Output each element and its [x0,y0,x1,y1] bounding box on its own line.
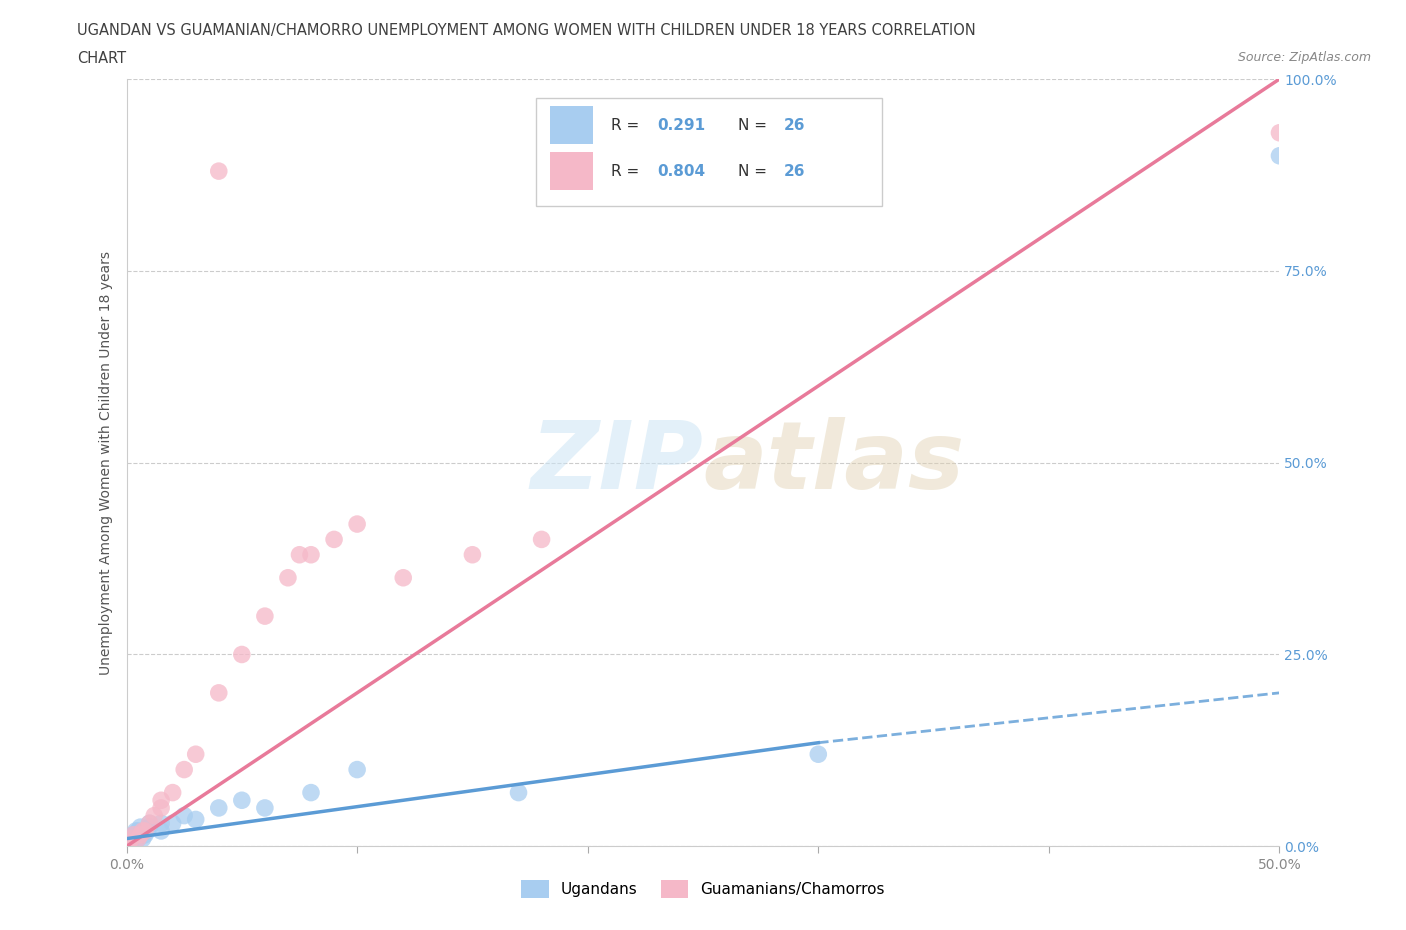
Point [208,164,231,179]
Point [150,816,173,830]
Point [392,570,415,585]
Point [299,547,322,562]
Text: R =: R = [610,164,644,179]
Point [122,828,145,843]
Point [208,685,231,700]
Point [136,824,159,839]
Point [115,839,138,854]
Point [115,839,138,854]
Point [127,824,149,839]
Point [134,828,156,843]
Point [120,831,142,846]
Text: N =: N = [738,164,772,179]
Point [138,816,160,830]
Text: N =: N = [738,117,772,133]
Bar [550,106,593,144]
Point [122,828,145,843]
Point [118,835,141,850]
Text: 0.804: 0.804 [657,164,704,179]
Text: 0.291: 0.291 [657,117,704,133]
Point [131,824,153,839]
Point [346,763,368,777]
Point [118,831,141,846]
Point [323,532,346,547]
Point [115,835,138,850]
Point [150,801,173,816]
Point [1268,126,1291,140]
Text: Source: ZipAtlas.com: Source: ZipAtlas.com [1237,51,1371,64]
Y-axis label: Unemployment Among Women with Children Under 18 years: Unemployment Among Women with Children U… [100,251,114,674]
Point [134,824,156,839]
Point [807,747,830,762]
Point [131,831,153,846]
Bar [550,152,593,191]
Point [299,785,322,800]
Text: 26: 26 [783,164,806,179]
Point [277,570,299,585]
Text: CHART: CHART [77,51,127,66]
Point [127,831,149,846]
Point [184,747,207,762]
Point [162,785,184,800]
Point [150,792,173,807]
Point [346,517,368,532]
Point [184,812,207,827]
Point [288,547,311,562]
Point [461,547,484,562]
Point [129,819,152,834]
Legend: Ugandans, Guamanians/Chamorros: Ugandans, Guamanians/Chamorros [515,874,891,904]
Point [1268,149,1291,164]
Point [253,609,276,624]
Text: 26: 26 [783,117,806,133]
Text: ZIP: ZIP [530,417,703,509]
Point [143,808,166,823]
Point [125,824,148,839]
Point [530,532,553,547]
Point [208,801,231,816]
Point [253,801,276,816]
Point [120,835,142,850]
Point [508,785,530,800]
Point [129,828,152,843]
Point [150,824,173,839]
Text: R =: R = [610,117,644,133]
Point [127,831,149,846]
Point [173,763,195,777]
Text: atlas: atlas [703,417,965,509]
Point [162,816,184,830]
Point [231,647,253,662]
Point [138,816,160,830]
Point [173,808,195,823]
FancyBboxPatch shape [536,99,882,206]
Point [231,792,253,807]
Text: UGANDAN VS GUAMANIAN/CHAMORRO UNEMPLOYMENT AMONG WOMEN WITH CHILDREN UNDER 18 YE: UGANDAN VS GUAMANIAN/CHAMORRO UNEMPLOYME… [77,23,976,38]
Point [138,819,160,834]
